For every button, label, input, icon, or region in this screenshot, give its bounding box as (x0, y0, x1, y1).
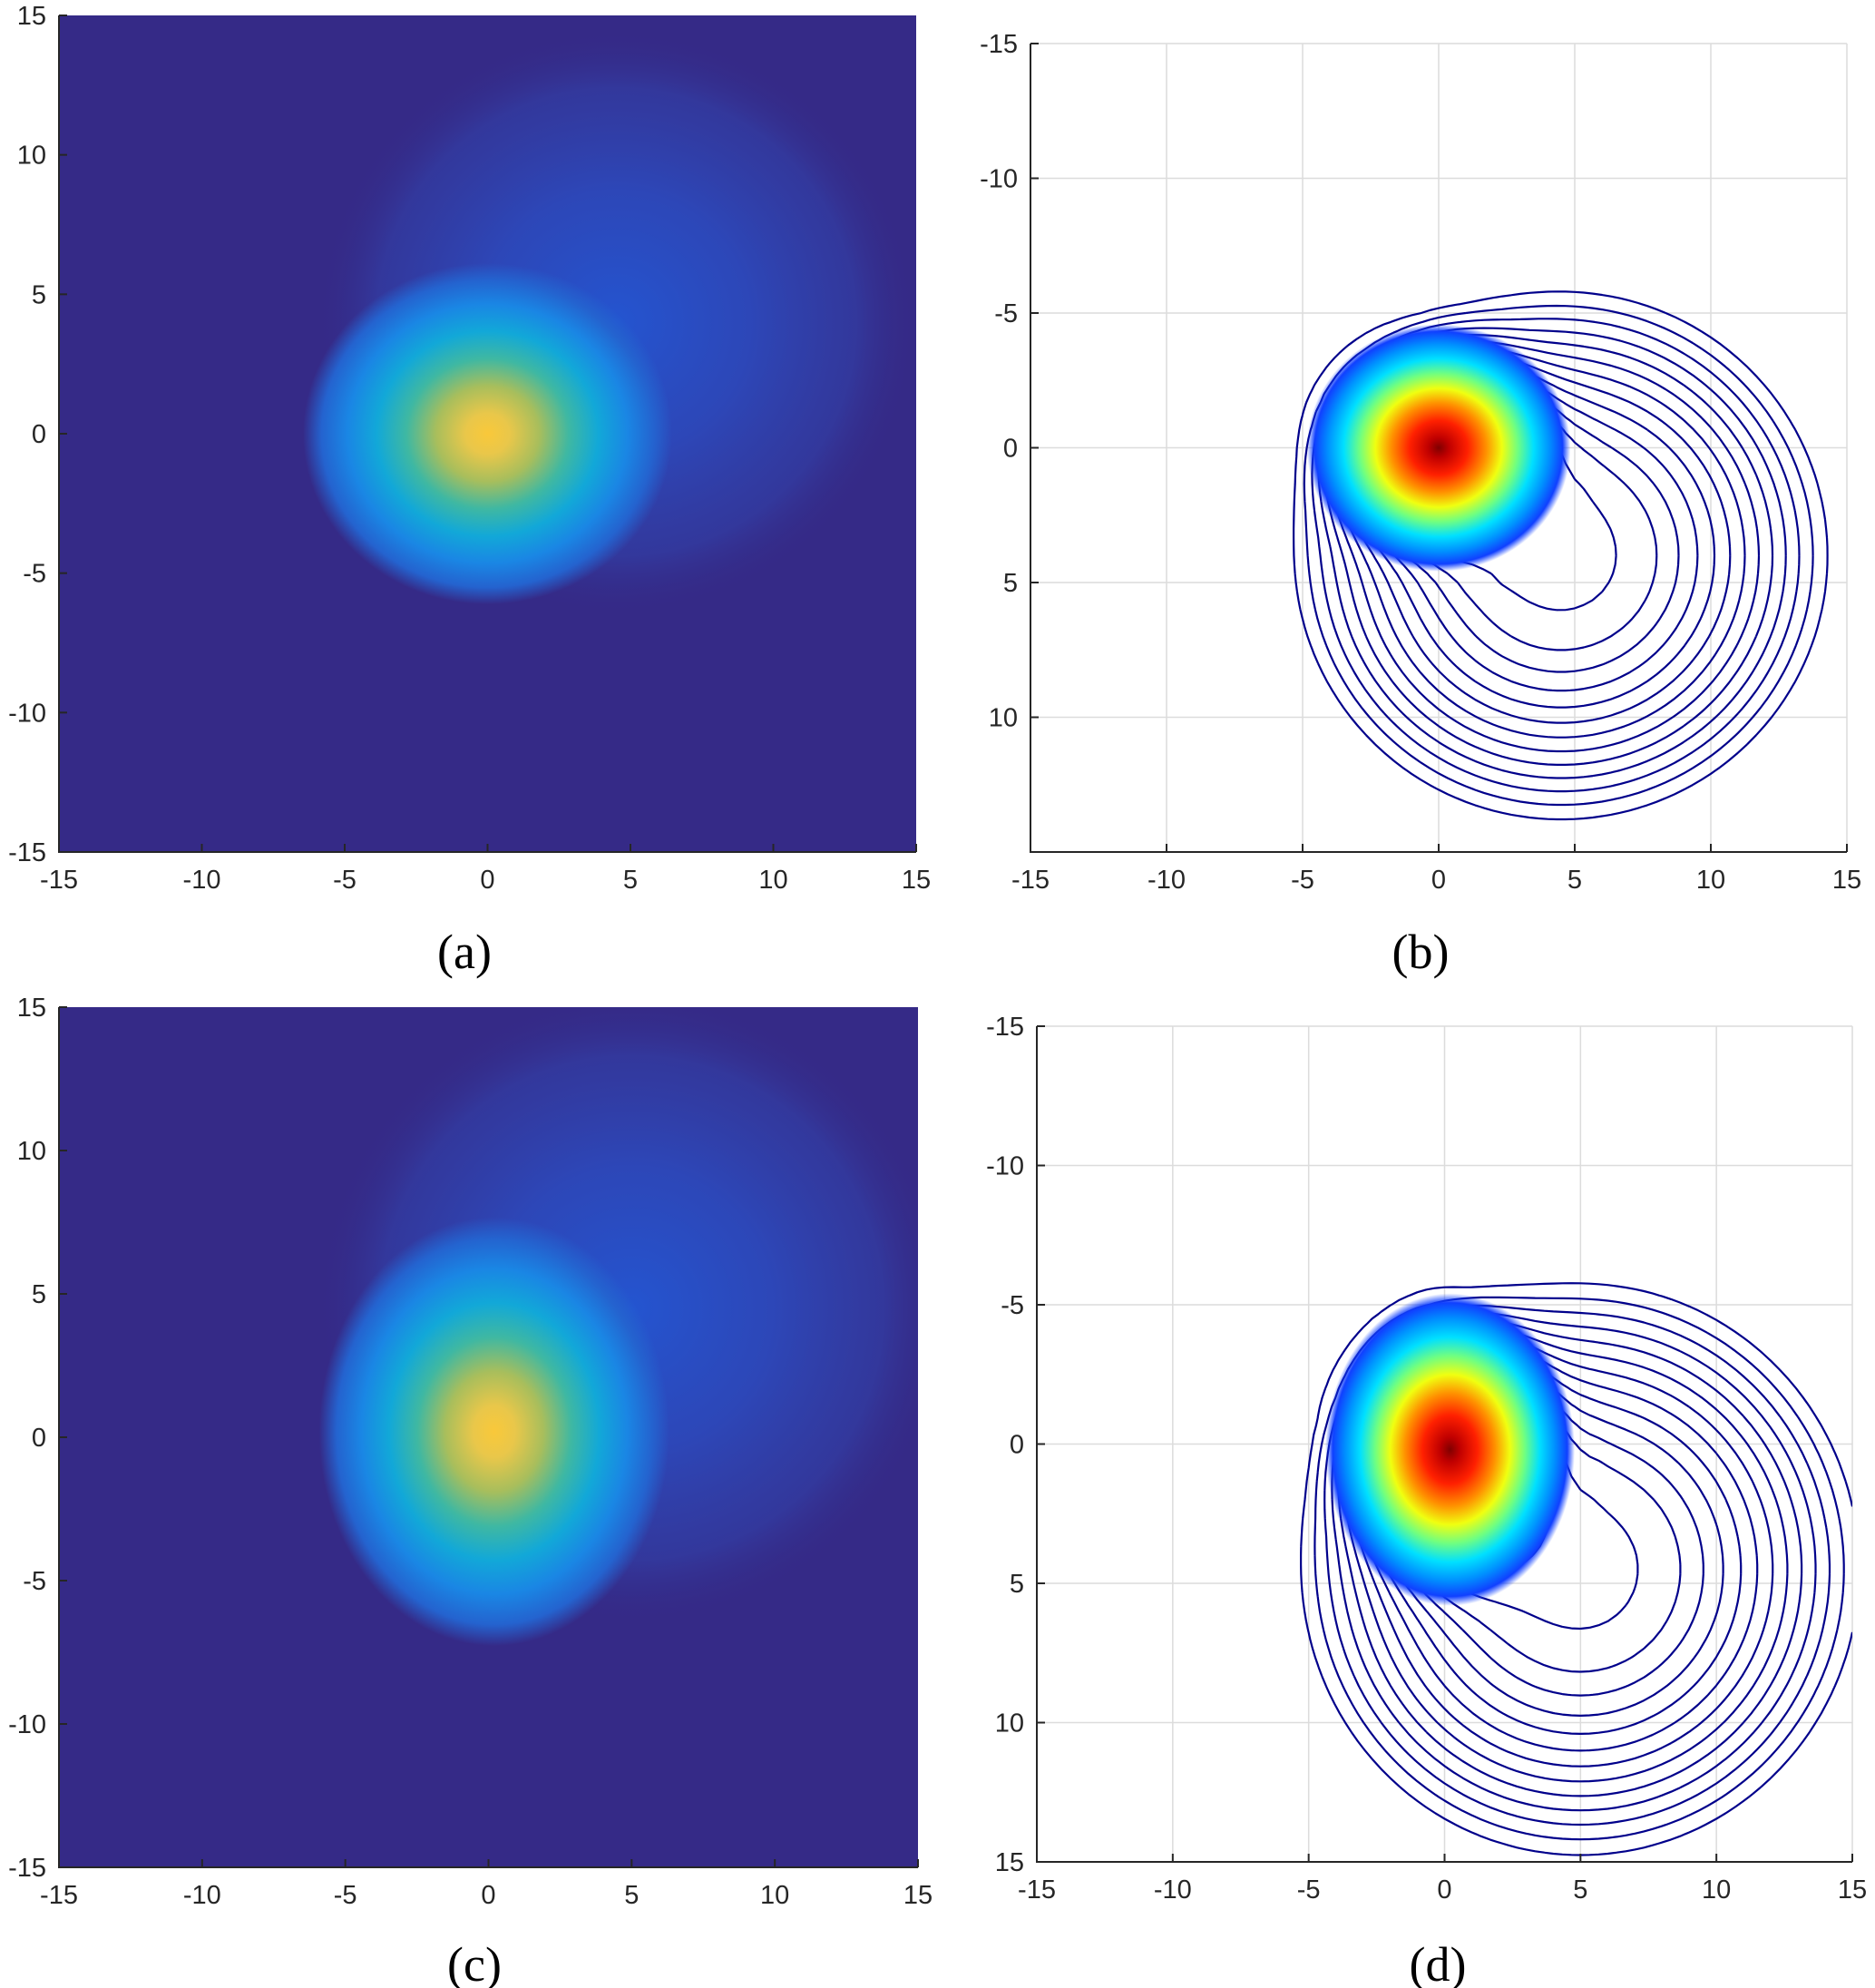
y-tick-label: -5 (23, 560, 46, 589)
x-tick-label: 15 (1832, 866, 1861, 895)
y-tick-label: 10 (989, 704, 1018, 733)
y-tick-label: 5 (1010, 1570, 1024, 1599)
x-tick-label: 5 (624, 1881, 639, 1910)
x-tick-label: 10 (760, 1881, 789, 1910)
x-tick-label: -15 (1018, 1875, 1056, 1905)
y-tick-label: 0 (1010, 1431, 1024, 1460)
panels-layer: -15 -10 -5 0 5 10 15 15 10 5 0 -5 -10 -15 (a) -15 -10 -5 0… (8, 2, 1867, 1988)
y-tick-label: 5 (1003, 569, 1018, 598)
y-tick-label: 5 (32, 280, 46, 309)
x-tick-label: 5 (623, 866, 638, 895)
panel-c: -15 -10 -5 0 5 10 15 15 10 5 0 -5 -10 -15 (c) (8, 994, 933, 1988)
x-tick-label: -10 (183, 1881, 221, 1910)
y-tick-label: -10 (986, 1152, 1024, 1181)
y-tick-label: -15 (980, 30, 1018, 59)
y-tick-label: 15 (995, 1848, 1024, 1877)
panel-caption: (a) (437, 925, 492, 979)
x-tick-label: 5 (1567, 866, 1582, 895)
y-tick-label: -15 (8, 1854, 46, 1883)
y-tick-label: -10 (8, 1710, 46, 1739)
panel-b: -15 -10 -5 0 5 10 15 -15 -10 -5 0 5 10 (b) (980, 30, 1861, 979)
x-tick-label: 15 (902, 866, 931, 895)
panel-caption: (b) (1392, 925, 1450, 979)
contour-peak (1324, 1293, 1576, 1606)
x-tick-label: 0 (1431, 866, 1446, 895)
x-tick-label: 10 (758, 866, 787, 895)
x-tick-label: 15 (1838, 1875, 1867, 1905)
x-tick-label: 10 (1702, 1875, 1731, 1905)
x-tick-label: -15 (40, 866, 78, 895)
y-tick-label: -5 (1001, 1291, 1024, 1320)
contour-field (1293, 290, 1829, 821)
y-tick-label: 0 (32, 1424, 46, 1453)
x-tick-label: 10 (1696, 866, 1725, 895)
x-tick-label: 15 (903, 1881, 933, 1910)
contour-line (1293, 290, 1829, 821)
panel-caption: (d) (1410, 1937, 1467, 1988)
heatmap-peak (303, 262, 672, 605)
x-tick-label: -15 (1011, 866, 1050, 895)
y-tick-label: 10 (17, 1137, 46, 1166)
contour-line (1300, 1282, 1852, 1856)
x-tick-label: 0 (1437, 1875, 1451, 1905)
y-tick-label: 15 (17, 2, 46, 31)
y-tick-label: -10 (8, 699, 46, 728)
y-tick-label: -15 (8, 838, 46, 867)
y-tick-label: -10 (980, 165, 1018, 194)
x-tick-label: -10 (1154, 1875, 1192, 1905)
x-tick-label: -10 (183, 866, 221, 895)
x-tick-label: -5 (1297, 1875, 1321, 1905)
x-tick-label: -5 (1291, 866, 1314, 895)
heatmap-field (303, 29, 916, 615)
x-tick-label: 0 (480, 866, 494, 895)
y-tick-label: 0 (32, 420, 46, 449)
y-tick-label: -5 (994, 299, 1018, 328)
y-tick-label: 10 (17, 142, 46, 171)
contour-peak (1306, 324, 1571, 572)
y-tick-label: 15 (17, 994, 46, 1023)
x-tick-label: -5 (334, 1881, 357, 1910)
x-tick-label: 5 (1573, 1875, 1587, 1905)
heatmap-field (317, 1007, 918, 1647)
panel-a: -15 -10 -5 0 5 10 15 15 10 5 0 -5 -10 -15 (a) (8, 2, 931, 979)
y-tick-label: -5 (23, 1567, 46, 1596)
y-tick-label: -15 (986, 1013, 1024, 1042)
x-tick-label: -5 (333, 866, 356, 895)
contour-field (1300, 1282, 1852, 1856)
x-tick-label: -10 (1147, 866, 1186, 895)
heatmap-peak (318, 1217, 670, 1647)
y-tick-label: 5 (32, 1280, 46, 1309)
panel-caption: (c) (447, 1937, 502, 1988)
y-tick-label: 10 (995, 1709, 1024, 1738)
x-tick-label: 0 (481, 1881, 495, 1910)
y-tick-label: 0 (1003, 435, 1018, 464)
x-tick-label: -15 (40, 1881, 78, 1910)
